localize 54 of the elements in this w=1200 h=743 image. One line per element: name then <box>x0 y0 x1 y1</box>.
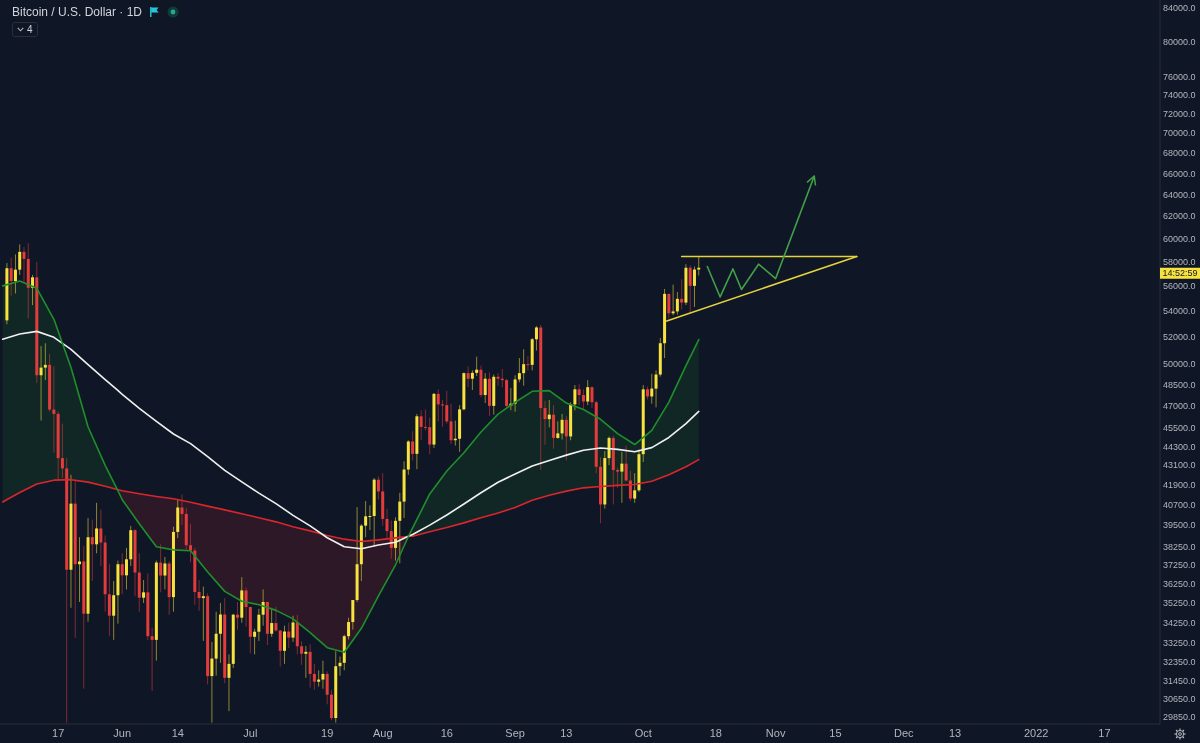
x-tick-label: Sep <box>505 726 525 739</box>
x-tick-label: 13 <box>948 726 962 739</box>
y-tick-label: 62000.0 <box>1163 211 1196 222</box>
y-tick-label: 31450.0 <box>1163 676 1196 687</box>
y-tick-label: 40700.0 <box>1163 499 1196 510</box>
x-tick-label: 16 <box>440 726 453 739</box>
y-tick-label: 36250.0 <box>1163 578 1196 589</box>
x-tick-label: Jun <box>113 726 132 739</box>
x-tick-label: 18 <box>709 726 722 739</box>
x-tick-label: Oct <box>634 726 652 739</box>
x-tick-label: 13 <box>560 726 573 739</box>
y-tick-label: 29850.0 <box>1163 712 1196 723</box>
y-tick-label: 74000.0 <box>1163 90 1196 101</box>
y-tick-label: 30650.0 <box>1163 693 1196 704</box>
x-tick-label: 14 <box>171 726 184 739</box>
y-tick-label: 33250.0 <box>1163 638 1196 649</box>
y-tick-label: 80000.0 <box>1163 36 1196 47</box>
x-tick-label: 19 <box>321 726 334 739</box>
y-tick-label: 58000.0 <box>1163 257 1196 268</box>
y-tick-label: 52000.0 <box>1163 331 1196 342</box>
y-tick-label: 44300.0 <box>1163 441 1196 452</box>
y-tick-label: 43100.0 <box>1163 460 1196 471</box>
y-tick-label: 72000.0 <box>1163 108 1196 119</box>
x-tick-label: 17 <box>1098 726 1111 739</box>
y-tick-label: 47000.0 <box>1163 401 1196 412</box>
chart-title: Bitcoin / U.S. Dollar · 1D <box>12 5 143 19</box>
y-tick-label: 84000.0 <box>1163 3 1196 14</box>
x-tick-label: Jul <box>243 726 258 739</box>
y-tick-label: 68000.0 <box>1163 148 1196 159</box>
y-tick-label: 76000.0 <box>1163 71 1196 82</box>
y-tick-label: 35250.0 <box>1163 598 1196 609</box>
x-tick-label: Dec <box>893 726 915 739</box>
x-tick-label: 15 <box>829 726 842 739</box>
y-tick-label: 64000.0 <box>1163 189 1196 200</box>
y-tick-label: 38250.0 <box>1163 542 1196 553</box>
y-tick-label: 56000.0 <box>1163 281 1196 292</box>
y-tick-label: 48500.0 <box>1163 379 1196 390</box>
y-tick-label: 39500.0 <box>1163 520 1196 531</box>
y-tick-label: 50000.0 <box>1163 358 1196 369</box>
annotation: 4 <box>27 24 33 35</box>
y-tick-label: 60000.0 <box>1163 233 1196 244</box>
y-tick-label: 41900.0 <box>1163 479 1196 490</box>
x-tick-label: Nov <box>765 726 786 739</box>
y-tick-label: 34250.0 <box>1163 617 1196 628</box>
y-tick-label: 45500.0 <box>1163 423 1196 434</box>
y-tick-label: 37250.0 <box>1163 560 1196 571</box>
x-tick-label: 17 <box>52 726 65 739</box>
y-tick-label: 66000.0 <box>1163 168 1196 179</box>
y-tick-label: 54000.0 <box>1163 305 1196 316</box>
x-tick-label: 2022 <box>1023 726 1049 739</box>
x-tick-label: Aug <box>372 726 393 739</box>
y-tick-label: 70000.0 <box>1163 128 1196 139</box>
text: 14:52:59 <box>1162 268 1198 279</box>
y-tick-label: 32350.0 <box>1163 656 1196 667</box>
